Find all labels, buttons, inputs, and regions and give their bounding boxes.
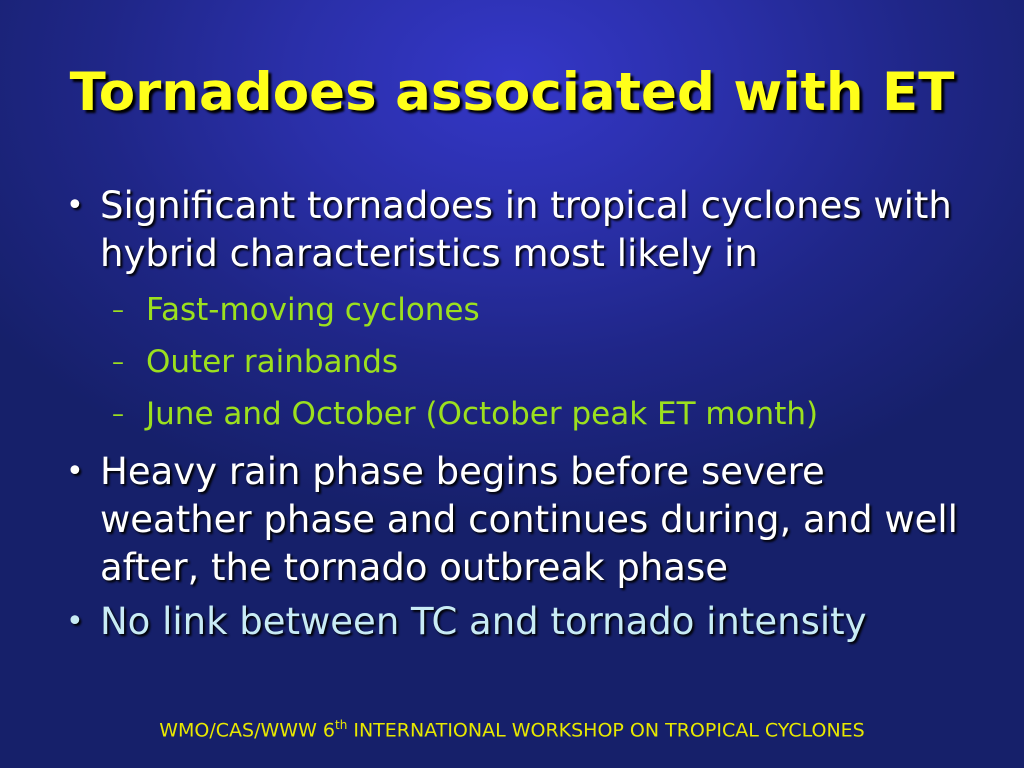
dash-icon: – [112,296,124,324]
sub-item-text: June and October (October peak ET month) [146,396,819,432]
bullet-text: Significant tornadoes in tropical cyclon… [100,184,952,275]
sub-item: – Fast-moving cyclones [112,284,966,336]
footer-superscript: th [335,718,348,732]
dash-icon: – [112,400,124,428]
bullet-text: Heavy rain phase begins before severe we… [100,450,958,589]
bullet-text: No link between TC and tornado intensity [100,600,867,643]
sub-item-text: Outer rainbands [146,344,399,380]
slide-title: Tornadoes associated with ET [69,62,955,123]
bullet-icon: • [66,454,84,489]
sub-list: – Fast-moving cyclones – Outer rainbands… [112,284,966,440]
bullet-item: • Significant tornadoes in tropical cycl… [66,182,966,278]
sub-item-text: Fast-moving cyclones [146,292,480,328]
sub-item: – Outer rainbands [112,336,966,388]
bullet-icon: • [66,604,84,639]
bullet-icon: • [66,188,84,223]
slide-body: • Significant tornadoes in tropical cycl… [66,182,966,652]
sub-item: – June and October (October peak ET mont… [112,388,966,440]
bullet-item-highlight: • No link between TC and tornado intensi… [66,598,966,646]
bullet-item: • Heavy rain phase begins before severe … [66,448,966,592]
footer-text-end: INTERNATIONAL WORKSHOP ON TROPICAL CYCLO… [347,719,865,742]
dash-icon: – [112,348,124,376]
slide-footer: WMO/CAS/WWW 6th INTERNATIONAL WORKSHOP O… [0,718,1024,741]
footer-text-start: WMO/CAS/WWW 6 [159,719,335,742]
